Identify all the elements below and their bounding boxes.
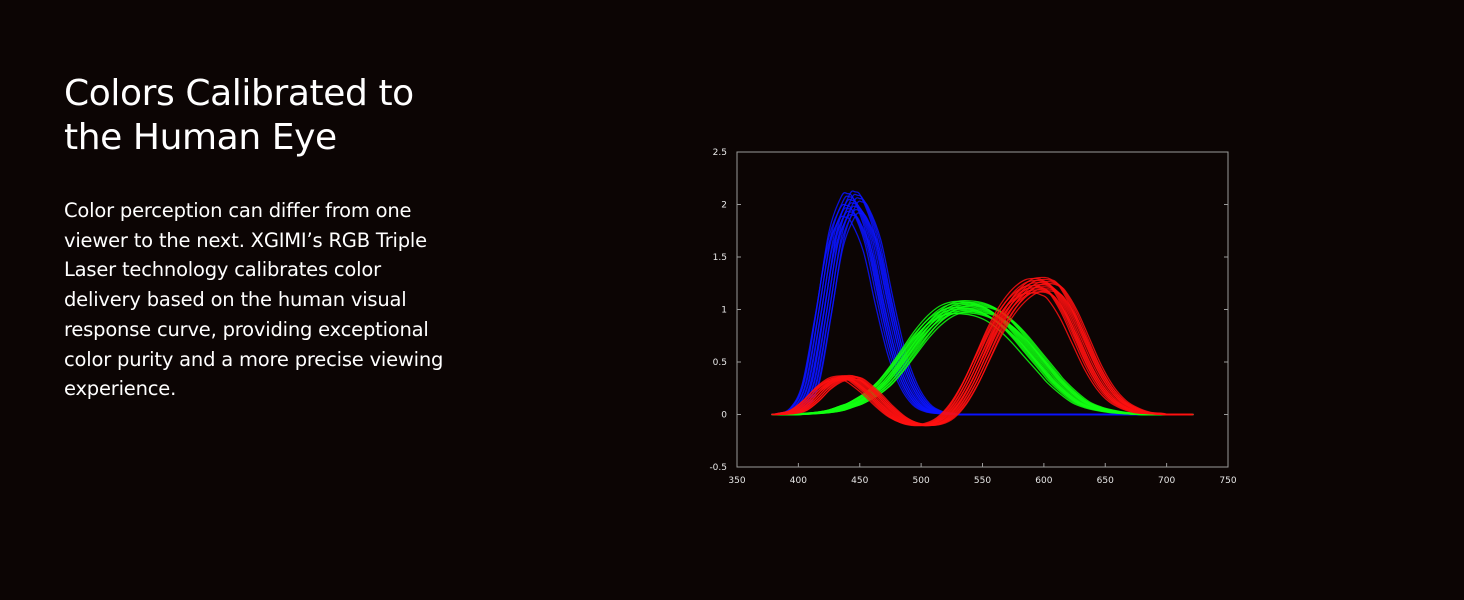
description-line: experience.: [64, 377, 177, 401]
x-tick-label: 600: [1035, 476, 1052, 486]
y-tick-label: -0.5: [709, 463, 727, 473]
y-tick-label: 2: [721, 201, 727, 211]
spectral-response-chart: 350 400 450 500 550 600 650 700 750 2.5 2 1.5 1 0.5 0 -…: [700, 140, 1260, 500]
series-3-line: [771, 276, 1194, 427]
y-tick-label: 0.5: [713, 358, 727, 368]
series-1-line: [771, 190, 1194, 416]
series-2-trace: [772, 310, 1191, 416]
headline: Colors Calibrated to the Human Eye: [64, 72, 484, 160]
description: Color perception can differ from one vie…: [64, 196, 484, 404]
feature-text: Colors Calibrated to the Human Eye Color…: [64, 72, 484, 404]
series-1-trace: [774, 190, 1192, 416]
headline-line: Colors Calibrated to: [64, 73, 414, 114]
x-tick-label: 500: [913, 476, 930, 486]
description-line: Color perception can differ from one: [64, 199, 412, 222]
headline-line: the Human Eye: [64, 117, 337, 158]
axis-ticks-group: 350 400 450 500 550 600 650 700 750 2.5 2 1.5 1 0.5 0 -…: [709, 148, 1236, 486]
series-2-trace: [775, 309, 1193, 416]
series-3-trace: [774, 276, 1192, 427]
description-line: viewer to the next. XGIMI’s RGB Triple: [64, 228, 427, 252]
series-2-trace: [774, 299, 1192, 416]
y-tick-label: 1: [721, 306, 727, 316]
y-tick-label: 0: [721, 411, 727, 421]
series-2-trace: [774, 305, 1192, 416]
description-line: color purity and a more precise viewing: [64, 347, 444, 371]
x-tick-label: 750: [1219, 476, 1236, 486]
x-tick-label: 650: [1097, 476, 1114, 486]
plot-series-group: [771, 190, 1194, 427]
y-tick-label: 2.5: [713, 148, 727, 158]
description-line: delivery based on the human visual: [64, 288, 407, 312]
x-tick-label: 350: [728, 476, 745, 486]
description-line: response curve, providing exceptional: [64, 317, 429, 341]
description-line: Laser technology calibrates color: [64, 258, 381, 282]
series-2-trace: [776, 305, 1194, 416]
y-tick-label: 1.5: [713, 253, 727, 263]
x-tick-label: 550: [974, 476, 991, 486]
x-tick-label: 400: [790, 476, 807, 486]
series-2-line: [771, 299, 1194, 416]
series-2-trace: [771, 300, 1190, 416]
chart-canvas: 350 400 450 500 550 600 650 700 750 2.5 2 1.5 1 0.5 0 -…: [709, 148, 1236, 486]
x-tick-label: 450: [851, 476, 868, 486]
x-tick-label: 700: [1158, 476, 1175, 486]
